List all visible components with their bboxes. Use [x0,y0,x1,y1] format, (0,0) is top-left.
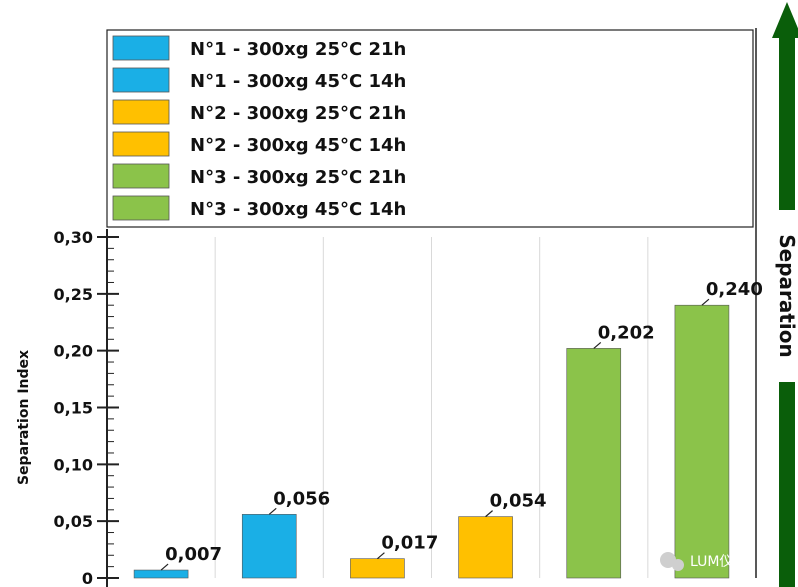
watermark-text: LUM仪器 [690,554,747,570]
y-tick-label: 0,15 [54,399,93,418]
legend-swatch [112,99,170,125]
bar [350,558,405,579]
legend-swatch [112,163,170,189]
legend-box [106,29,754,228]
y-tick-label: 0,30 [54,228,93,247]
legend-entry: N°2 - 300xg 25°C 21h [190,103,406,124]
data-label: 0,240 [706,279,763,300]
data-label: 0,202 [598,322,655,343]
label-leader [268,507,277,515]
y-axis: 0 0,05 0,10 0,15 0,20 0,25 0,30 [54,228,119,587]
bar [674,304,730,579]
bar [133,569,189,579]
wechat-icon [660,552,676,568]
label-leader [485,510,493,518]
label-leader [160,563,169,571]
y-tick-label: 0 [82,569,93,587]
bar [458,516,513,579]
arrow-up-icon [772,2,798,38]
data-label: 0,056 [273,488,330,509]
legend-entry: N°3 - 300xg 45°C 14h [190,199,406,220]
y-axis-title: Separation Index [16,350,32,485]
legend-swatch [112,35,170,61]
legend-swatch [112,67,170,93]
label-leader [593,341,602,349]
data-label: 0,054 [490,491,547,512]
y-tick-label: 0,05 [54,512,93,531]
arrow-label-background [778,210,796,382]
legend-entry: N°1 - 300xg 45°C 14h [190,71,406,92]
legend-swatch [112,195,170,221]
label-leader [701,298,710,306]
watermark: LUM仪器 [660,552,747,571]
data-label: 0,017 [381,533,438,554]
wechat-icon-bubble [672,559,684,571]
legend-entry: N°2 - 300xg 45°C 14h [190,135,406,156]
data-label: 0,007 [165,544,222,565]
separation-arrow: Separation [772,2,798,587]
gridlines [214,28,757,578]
legend-entry: N°1 - 300xg 25°C 21h [190,39,406,60]
data-labels: 0,007 0,056 0,017 0,054 0,202 0,240 [160,279,763,571]
y-tick-label: 0,20 [54,342,93,361]
bars [133,304,730,579]
y-tick-label: 0,10 [54,455,93,474]
bar [566,348,622,579]
bar [241,514,297,579]
legend-entry: N°3 - 300xg 25°C 21h [190,167,406,188]
y-tick-label: 0,25 [54,285,93,304]
arrow-label: Separation [775,234,798,358]
legend: N°1 - 300xg 25°C 21h N°1 - 300xg 45°C 14h… [106,29,754,228]
legend-swatch [112,131,170,157]
label-leader [377,552,385,560]
